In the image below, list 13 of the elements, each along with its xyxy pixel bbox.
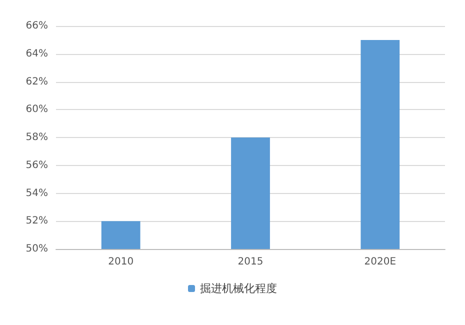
- x-tick-label: 2010: [108, 256, 134, 268]
- y-tick-label: 50%: [26, 244, 48, 254]
- y-tick-label: 52%: [26, 216, 48, 227]
- x-tick-label: 2020E: [364, 256, 396, 268]
- y-tick-label: 58%: [26, 132, 48, 143]
- y-tick-label: 60%: [26, 104, 48, 116]
- y-tick-label: 64%: [26, 48, 48, 60]
- y-tick-label: 66%: [26, 20, 48, 32]
- y-tick-label: 56%: [26, 160, 48, 171]
- x-tick-label: 2015: [238, 256, 264, 268]
- legend-label: 掘进机械化程度: [200, 282, 277, 295]
- y-tick-label: 54%: [26, 188, 48, 199]
- y-tick-label: 62%: [26, 76, 48, 88]
